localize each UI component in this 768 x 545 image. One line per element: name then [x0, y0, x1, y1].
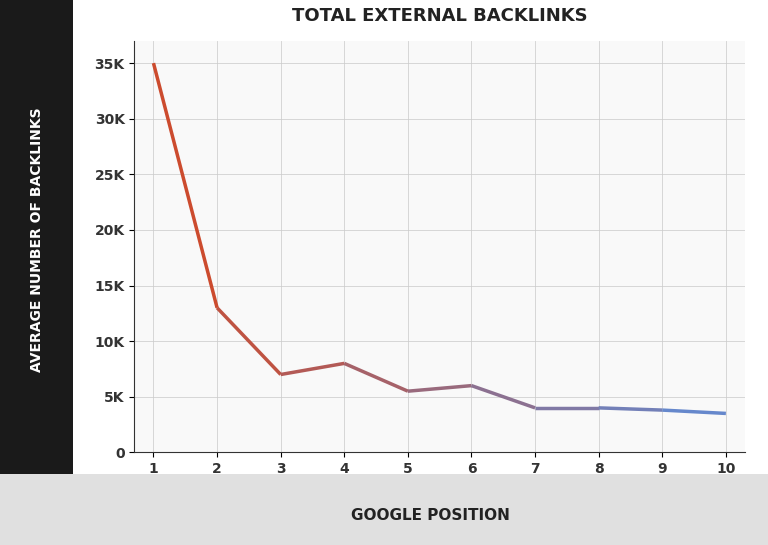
- Text: AVERAGE NUMBER OF BACKLINKS: AVERAGE NUMBER OF BACKLINKS: [30, 107, 44, 372]
- Title: TOTAL EXTERNAL BACKLINKS: TOTAL EXTERNAL BACKLINKS: [292, 8, 588, 26]
- Text: GOOGLE POSITION: GOOGLE POSITION: [351, 507, 509, 523]
